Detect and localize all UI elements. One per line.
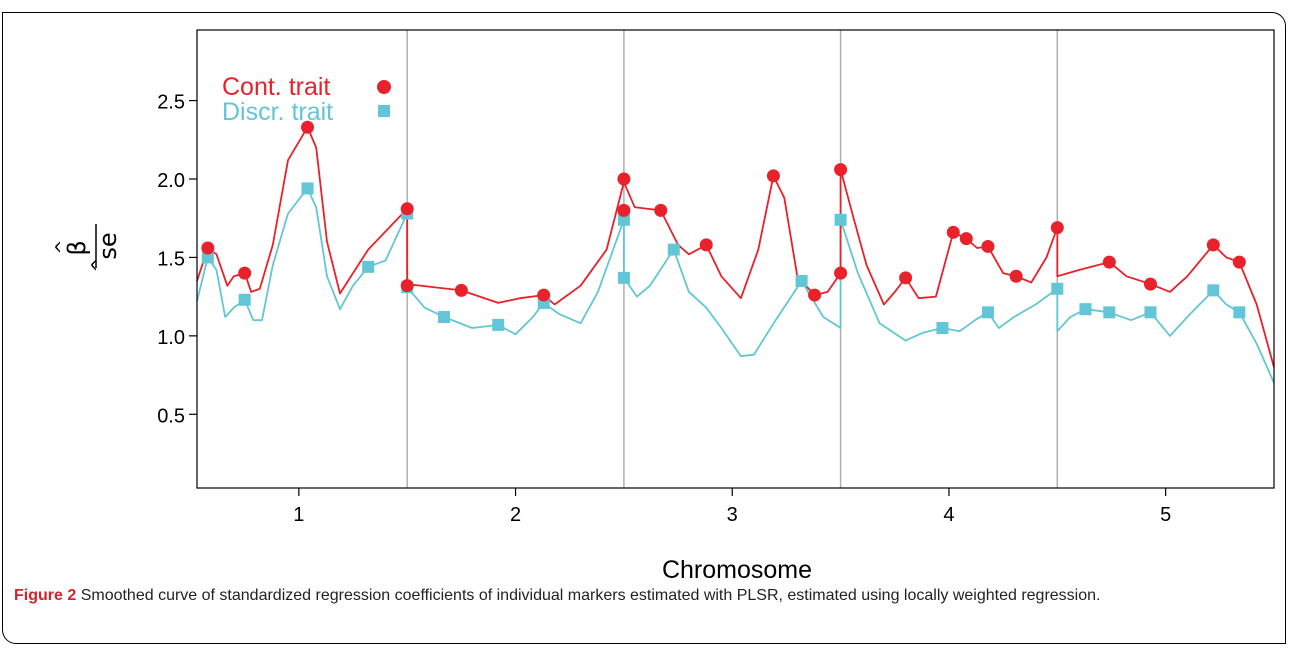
data-point-cont	[400, 279, 414, 293]
y-tick-label: 0.5	[157, 405, 185, 427]
data-point-cont	[654, 203, 668, 217]
data-point-cont	[808, 288, 822, 302]
data-point-cont	[946, 225, 960, 239]
data-point-cont	[959, 232, 973, 246]
legend-marker-cont	[377, 80, 391, 94]
data-point-discr	[201, 251, 214, 264]
data-point-cont	[617, 172, 631, 186]
data-point-discr	[1051, 282, 1064, 295]
x-tick-label: 2	[510, 504, 521, 526]
data-point-discr	[981, 306, 994, 319]
data-point-discr	[936, 322, 949, 335]
data-point-discr	[1144, 306, 1157, 319]
series-curve-cont	[196, 126, 1275, 368]
figure-caption-text: Smoothed curve of standardized regressio…	[80, 587, 1101, 604]
y-axis: 0.5 1.0 1.5 2.0 2.5	[157, 92, 197, 427]
data-point-discr	[617, 213, 630, 226]
data-point-cont	[1232, 255, 1246, 269]
data-point-discr	[1103, 306, 1116, 319]
y-label-beta: β	[63, 240, 91, 255]
x-axis: 1 2 3 4 5	[293, 488, 1171, 526]
data-point-cont	[400, 202, 414, 216]
legend-label-discr: Discr. trait	[222, 98, 333, 126]
y-tick-label: 2.5	[157, 92, 185, 114]
y-axis-label: ^ β ^ se	[52, 224, 122, 273]
plot-border	[196, 29, 1275, 489]
data-point-cont	[301, 120, 315, 134]
data-points	[201, 120, 1246, 335]
data-point-discr	[667, 243, 680, 256]
data-point-cont	[201, 241, 215, 255]
data-point-cont	[1050, 221, 1064, 235]
data-point-discr	[617, 271, 630, 284]
y-label-hat-beta: ^	[52, 239, 73, 254]
figure-caption: Figure 2 Smoothed curve of standardized …	[14, 586, 1274, 606]
data-point-cont	[899, 271, 913, 285]
x-tick-label: 5	[1160, 504, 1171, 526]
data-point-discr	[1233, 306, 1246, 319]
data-point-cont	[834, 163, 848, 177]
data-point-discr	[1207, 284, 1220, 297]
data-point-cont	[981, 239, 995, 253]
chromosome-dividers	[406, 30, 1059, 488]
data-point-discr	[301, 182, 314, 195]
data-point-cont	[238, 266, 252, 280]
legend-marker-discr	[378, 105, 390, 117]
data-point-discr	[492, 318, 505, 331]
data-point-discr	[795, 274, 808, 287]
x-tick-label: 3	[727, 504, 738, 526]
data-point-discr	[438, 311, 451, 324]
data-point-discr	[834, 213, 847, 226]
y-tick-label: 2.0	[157, 170, 185, 192]
data-point-cont	[617, 203, 631, 217]
data-point-cont	[454, 283, 468, 297]
legend: Cont. trait Discr. trait	[222, 73, 391, 126]
data-point-cont	[537, 288, 551, 302]
data-point-cont	[1206, 238, 1220, 252]
data-point-cont	[766, 169, 780, 183]
y-label-hat-se: ^	[88, 257, 109, 272]
data-point-discr	[362, 260, 375, 273]
data-point-cont	[1009, 269, 1023, 283]
y-tick-label: 1.5	[157, 248, 185, 270]
y-label-se: se	[94, 232, 122, 259]
figure-label: Figure 2	[14, 587, 77, 604]
legend-label-cont: Cont. trait	[222, 73, 330, 101]
smoothed-curves	[196, 126, 1275, 384]
data-point-cont	[699, 238, 713, 252]
y-tick-label: 1.0	[157, 327, 185, 349]
x-tick-label: 1	[293, 504, 304, 526]
x-axis-label: Chromosome	[662, 556, 812, 584]
series-curve-discr	[196, 187, 1275, 384]
data-point-cont	[1143, 277, 1157, 291]
data-point-discr	[1079, 303, 1092, 316]
data-point-discr	[238, 293, 251, 306]
data-point-cont	[1102, 255, 1116, 269]
x-tick-label: 4	[943, 504, 954, 526]
data-point-cont	[834, 266, 848, 280]
figure-frame	[2, 12, 1286, 644]
